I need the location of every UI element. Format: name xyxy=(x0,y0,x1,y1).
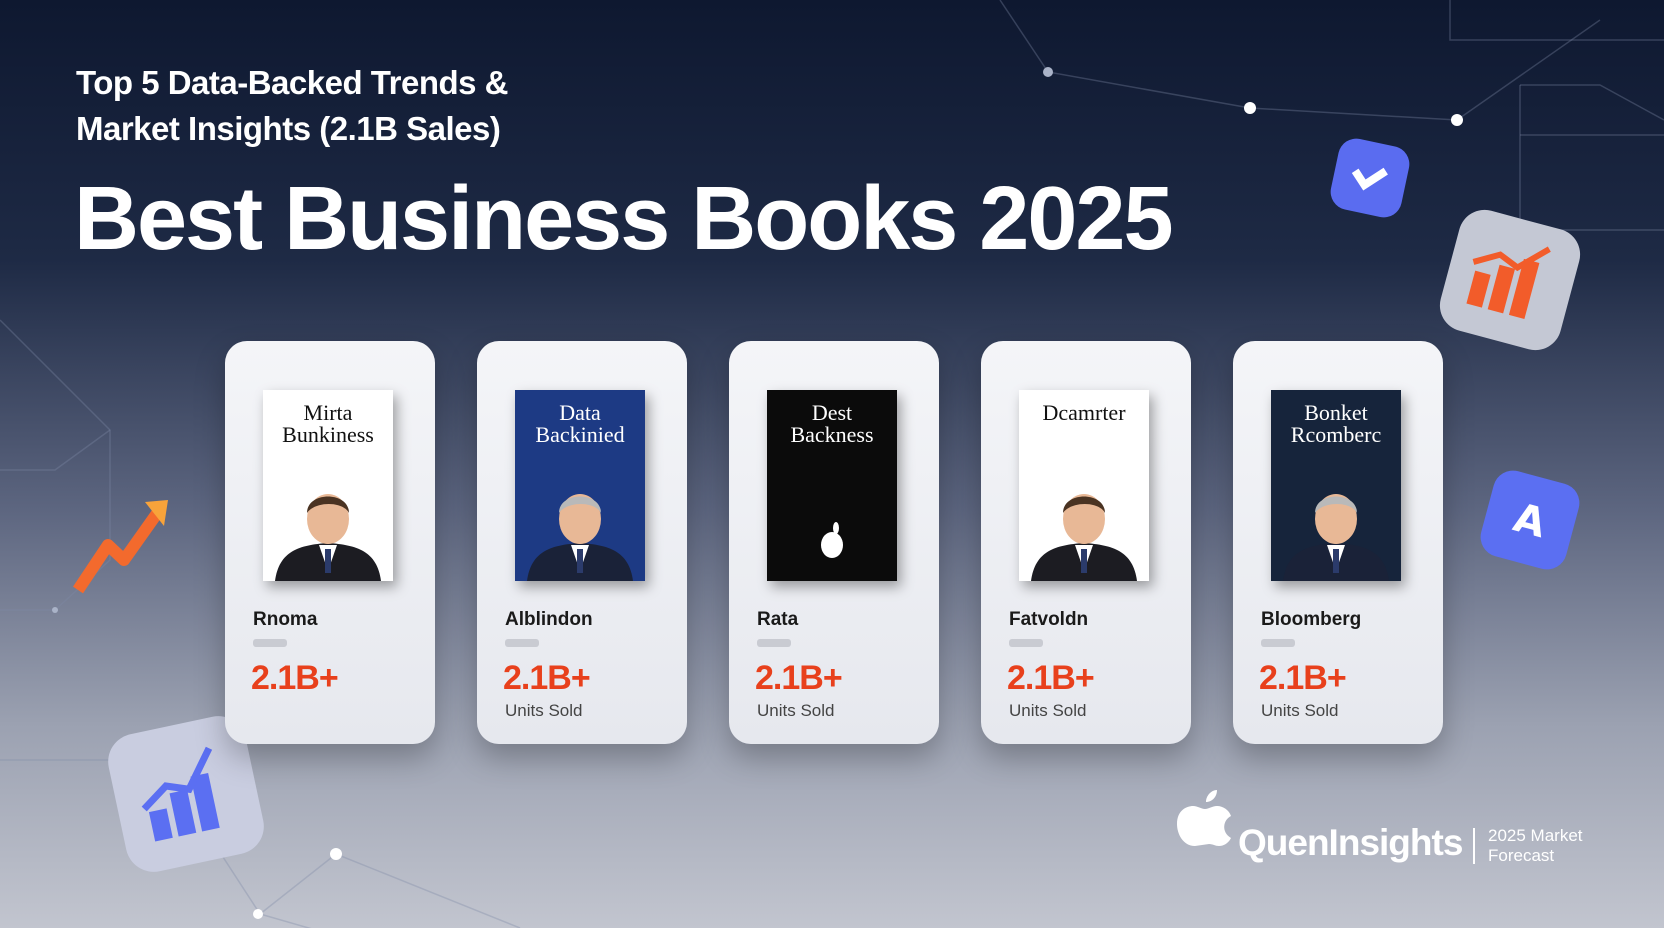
units-label: Units Sold xyxy=(505,701,583,720)
tagline: Forecast xyxy=(1488,846,1555,865)
subtitle-placeholder xyxy=(757,639,791,647)
sales-value: 2.1B+ xyxy=(1007,659,1095,697)
book-name: Alblindon xyxy=(505,609,593,630)
book-name: Fatvoldn xyxy=(1009,609,1089,630)
book-cover: Data Backinied xyxy=(515,390,645,581)
sales-value: 2.1B+ xyxy=(1259,659,1347,697)
title: Best Business Books 2025 xyxy=(74,169,1174,269)
book-card: Bonket Rcomberc Bloomberg 2.1B+ Units Sold xyxy=(1233,341,1443,744)
cover-title: Dest Backness xyxy=(790,400,874,447)
book-cover: Bonket Rcomberc xyxy=(1271,390,1401,581)
tagline: 2025 Market xyxy=(1488,826,1583,845)
kicker: Top 5 Data-Backed Trends & xyxy=(76,64,509,101)
portrait xyxy=(1031,494,1137,581)
units-label: Units Sold xyxy=(757,701,835,720)
book-cover: Dcamrter xyxy=(1019,390,1149,581)
cover-title: Bonket Rcomberc xyxy=(1290,400,1382,447)
cover-title: Data Backinied xyxy=(535,400,625,447)
cover-title: Dcamrter xyxy=(1042,400,1126,425)
portrait xyxy=(275,494,381,581)
separator xyxy=(1473,828,1475,864)
book-card: Dcamrter Fatvoldn 2.1B+ Units Sold xyxy=(981,341,1191,744)
portrait xyxy=(1283,494,1389,581)
book-name: Rnoma xyxy=(253,609,318,630)
units-label: Units Sold xyxy=(1261,701,1339,720)
book-cover: Mirta Bunkiness xyxy=(263,390,393,581)
portrait xyxy=(527,494,633,581)
book-card: Data Backinied Alblindon 2.1B+ Units Sold xyxy=(477,341,687,744)
sales-value: 2.1B+ xyxy=(503,659,591,697)
cover-title: Mirta Bunkiness xyxy=(282,400,374,447)
book-name: Rata xyxy=(757,609,799,630)
units-label: Units Sold xyxy=(1009,701,1087,720)
subtitle-placeholder xyxy=(1261,639,1295,647)
sales-value: 2.1B+ xyxy=(755,659,843,697)
kicker: Market Insights (2.1B Sales) xyxy=(76,110,501,147)
brand: QuenInsights xyxy=(1238,822,1463,863)
book-cover: Dest Backness xyxy=(767,390,897,581)
subtitle-placeholder xyxy=(253,639,287,647)
logo xyxy=(821,522,843,558)
sales-value: 2.1B+ xyxy=(251,659,339,697)
subtitle-placeholder xyxy=(1009,639,1043,647)
subtitle-placeholder xyxy=(505,639,539,647)
book-name: Bloomberg xyxy=(1261,609,1362,630)
book-card: Dest Backness Rata 2.1B+ Units Sold xyxy=(729,341,939,744)
book-card: Mirta Bunkiness Rnoma 2.1B+ xyxy=(225,341,435,744)
